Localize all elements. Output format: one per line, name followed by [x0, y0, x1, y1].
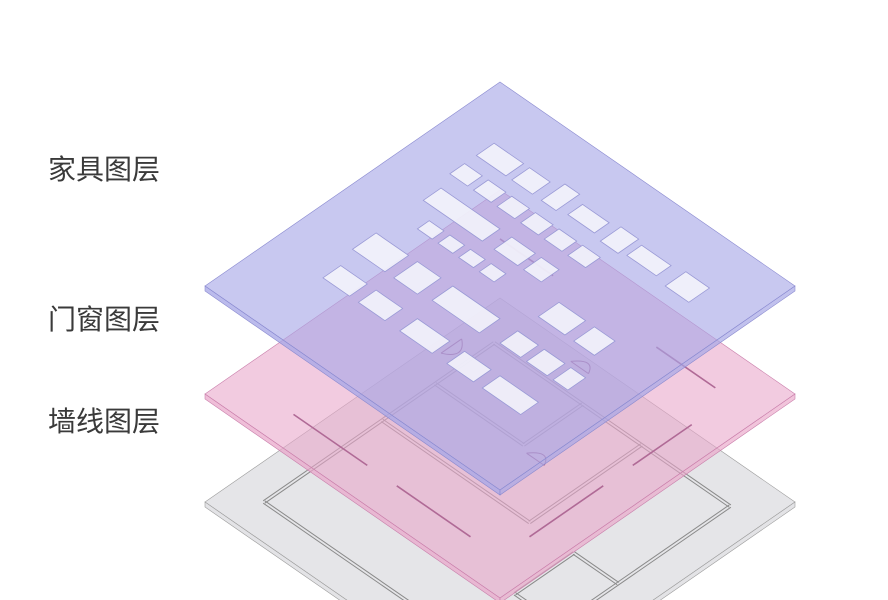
- label-furniture: 家具图层: [48, 148, 160, 188]
- label-walls: 墙线图层: [48, 400, 160, 440]
- label-doors: 门窗图层: [48, 298, 160, 338]
- diagram-stage: 家具图层 门窗图层 墙线图层: [0, 0, 888, 600]
